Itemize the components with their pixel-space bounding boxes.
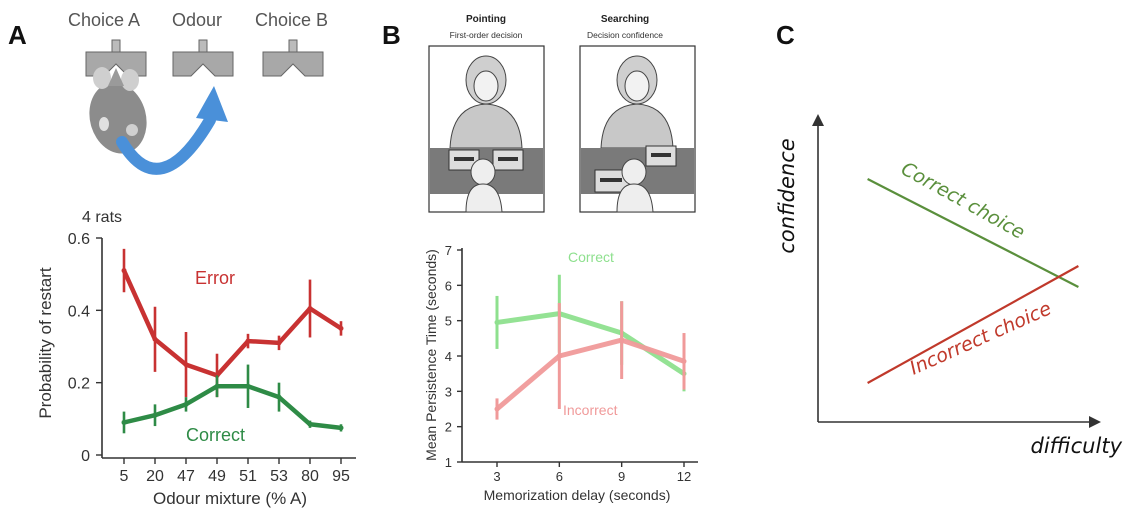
panel-a-letter: A xyxy=(8,20,27,50)
chart-c-series-label: Incorrect choice xyxy=(906,297,1054,379)
port-label-choice-b: Choice B xyxy=(255,10,328,30)
chart-a-ylabel: Probability of restart xyxy=(36,267,55,418)
chart-b-series-line-incorrect xyxy=(495,337,685,411)
chart-b-data-point xyxy=(681,358,687,364)
scene-2-subtitle: Decision confidence xyxy=(587,30,663,40)
chart-a-data-point xyxy=(152,336,158,342)
chart-a-data-point xyxy=(152,412,158,418)
chart-a-data-point xyxy=(276,340,282,346)
chart-a-series-line-error xyxy=(121,269,343,378)
chart-a-data-point xyxy=(183,362,189,368)
chart-a: 4 rats Probability of restart Odour mixt… xyxy=(36,209,356,508)
chart-a-x-tick-label: 53 xyxy=(270,468,288,485)
chart-c-line-incorrect xyxy=(867,265,1079,384)
panel-b-illustration: Pointing First-order decision Searching … xyxy=(428,14,696,213)
chart-a-data-point xyxy=(338,325,344,331)
chart-a-annotation: 4 rats xyxy=(82,209,122,226)
chart-a-series-line-correct xyxy=(123,384,342,431)
chart-a-series-label: Error xyxy=(195,268,235,288)
chart-b-y-tick-label: 5 xyxy=(445,314,452,329)
port-label-choice-a: Choice A xyxy=(68,10,140,30)
chart-c: confidence difficulty Correct choice Inco… xyxy=(775,114,1123,458)
chart-a-x-tick-label: 95 xyxy=(332,468,350,485)
chart-a-data-point xyxy=(214,383,220,389)
chart-a-data-point xyxy=(307,421,313,427)
scene-1-title: Pointing xyxy=(466,14,506,25)
panel-b-letter: B xyxy=(382,20,401,50)
chart-a-x-tick-label: 20 xyxy=(146,468,164,485)
chart-b-series-label: Incorrect xyxy=(563,402,618,418)
chart-c-xlabel: difficulty xyxy=(1030,434,1122,458)
chart-b-y-tick-label: 7 xyxy=(445,243,452,258)
scene-1-subtitle: First-order decision xyxy=(450,30,523,40)
panel-c-letter: C xyxy=(776,20,795,50)
chart-b-data-point xyxy=(494,319,500,325)
chart-b-x-tick-label: 12 xyxy=(677,469,691,484)
panel-a-illustration: Choice A Odour Choice B xyxy=(68,10,328,175)
chart-b-y-tick-label: 2 xyxy=(445,420,452,435)
chart-a-y-tick-label: 0.4 xyxy=(68,303,90,320)
chart-b-ylabel: Mean Persistence Time (seconds) xyxy=(423,249,439,461)
chart-c-series-label: Correct choice xyxy=(897,158,1028,244)
chart-a-data-point xyxy=(338,425,344,431)
chart-b-y-tick-label: 4 xyxy=(445,349,452,364)
scene-searching-illustration xyxy=(579,45,696,213)
chart-a-xlabel: Odour mixture (% A) xyxy=(153,489,307,508)
chart-b-data-point xyxy=(556,353,562,359)
chart-c-line-correct xyxy=(867,178,1079,288)
chart-a-x-tick-label: 49 xyxy=(208,468,226,485)
chart-a-x-tick-label: 5 xyxy=(120,468,129,485)
chart-b-y-tick-label: 3 xyxy=(445,384,452,399)
chart-a-y-tick-label: 0.6 xyxy=(68,231,90,248)
chart-a-x-tick-label: 47 xyxy=(177,468,195,485)
port-b-icon xyxy=(262,39,324,77)
chart-b-data-point xyxy=(494,406,500,412)
port-odour-icon xyxy=(172,39,234,77)
chart-a-data-point xyxy=(245,383,251,389)
chart-a-y-tick-label: 0 xyxy=(81,448,90,465)
blue-arrow-icon xyxy=(116,86,228,175)
chart-b-series-label: Correct xyxy=(568,249,614,265)
chart-b: Mean Persistence Time (seconds) Memoriza… xyxy=(423,243,698,503)
port-label-odour: Odour xyxy=(172,10,222,30)
scene-2-title: Searching xyxy=(601,14,649,25)
chart-a-x-tick-label: 51 xyxy=(239,468,257,485)
chart-a-data-point xyxy=(276,394,282,400)
chart-a-data-point xyxy=(245,338,251,344)
chart-a-data-point xyxy=(121,419,127,425)
chart-c-x-arrow-icon xyxy=(1089,416,1101,428)
chart-a-data-point xyxy=(307,306,313,312)
chart-b-xlabel: Memorization delay (seconds) xyxy=(484,487,671,503)
chart-a-series-label: Correct xyxy=(186,425,245,445)
chart-a-x-tick-label: 80 xyxy=(301,468,319,485)
chart-c-ylabel: confidence xyxy=(775,138,799,253)
chart-a-data-point xyxy=(121,268,127,274)
chart-b-data-point xyxy=(619,337,625,343)
chart-b-x-tick-label: 3 xyxy=(493,469,500,484)
chart-b-y-tick-label: 6 xyxy=(445,278,452,293)
chart-b-x-tick-label: 6 xyxy=(556,469,563,484)
chart-a-data-point xyxy=(183,401,189,407)
chart-c-y-arrow-icon xyxy=(812,114,824,126)
chart-b-y-tick-label: 1 xyxy=(445,455,452,470)
chart-b-x-tick-label: 9 xyxy=(618,469,625,484)
chart-b-series-line-correct xyxy=(496,311,686,376)
chart-a-y-tick-label: 0.2 xyxy=(68,376,90,393)
rat-icon xyxy=(89,67,153,174)
scene-pointing-illustration xyxy=(428,45,545,213)
